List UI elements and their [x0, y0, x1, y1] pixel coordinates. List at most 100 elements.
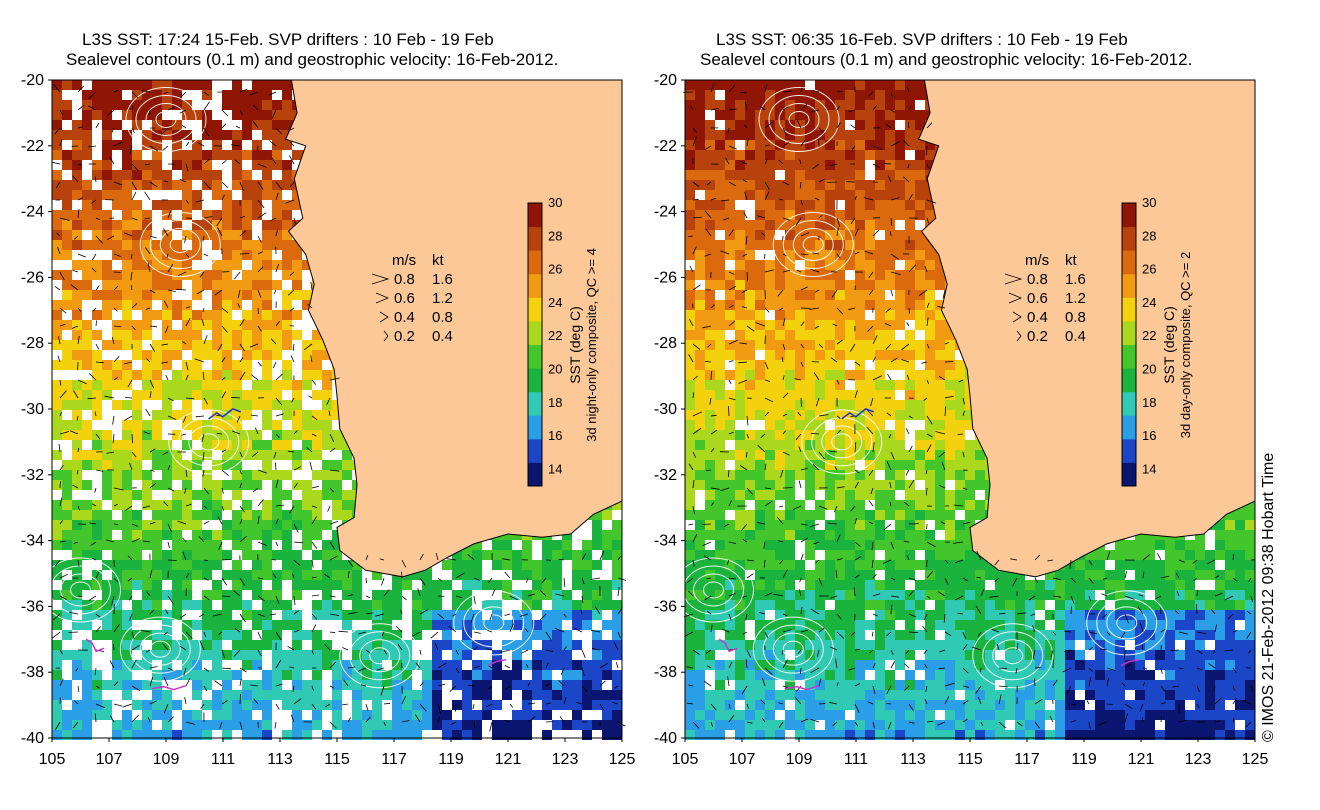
- x-tick-label: 119: [438, 751, 464, 768]
- colorbar-frame: [1121, 202, 1137, 487]
- y-tick-label: -32: [654, 467, 677, 484]
- velocity-arrows: [683, 83, 1256, 730]
- legend-ms-value: 0.6: [394, 290, 415, 307]
- y-tick-label: -38: [21, 664, 44, 681]
- x-tick-label: 121: [495, 751, 522, 768]
- colorbar-frame: [527, 202, 543, 487]
- legend-kt-value: 0.8: [1065, 309, 1086, 326]
- legend-header-kt: kt: [1065, 252, 1078, 269]
- land-australia: [918, 79, 1256, 578]
- legend-kt-value: 1.2: [432, 290, 453, 307]
- x-tick-label: 111: [844, 751, 868, 768]
- y-tick-label: -20: [654, 72, 677, 89]
- x-tick-label: 121: [1128, 751, 1155, 768]
- y-tick-label: -22: [21, 138, 44, 155]
- colorbar-tick-label: 22: [1142, 328, 1156, 343]
- colorbar-label-composite: 3d night-only composite, QC >= 4: [584, 248, 599, 442]
- x-tick-label: 119: [1071, 751, 1097, 768]
- sealevel-contours: [40, 86, 535, 689]
- x-tick-label: 115: [957, 751, 983, 768]
- legend-ms-value: 0.4: [394, 309, 415, 326]
- legend-arrow: [1008, 292, 1023, 304]
- colorbar-tick-label: 18: [548, 395, 562, 410]
- colorbar-label-units: SST (deg C): [567, 306, 583, 384]
- y-tick-label: -30: [21, 401, 44, 418]
- x-tick-label: 123: [1185, 751, 1212, 768]
- legend-kt-value: 0.4: [1065, 328, 1086, 345]
- legend-arrow: [1004, 273, 1023, 285]
- y-tick-label: -28: [654, 335, 677, 352]
- colorbar-tick-label: 30: [1142, 195, 1156, 210]
- x-tick-label: 117: [381, 751, 407, 768]
- colorbar-tick-label: 26: [1142, 262, 1156, 277]
- colorbar-tick-label: 22: [548, 328, 562, 343]
- colorbar-tick-label: 18: [1142, 395, 1156, 410]
- legend-kt-value: 0.4: [432, 328, 453, 345]
- y-tick-label: -38: [654, 664, 677, 681]
- legend-ms-value: 0.4: [1027, 309, 1048, 326]
- velocity-legend: m/s kt 0.8 1.6 0.6 1.2 0.4 0.8 0.2 0.4: [371, 252, 453, 345]
- colorbar-tick-label: 14: [548, 461, 562, 476]
- x-tick-label: 109: [153, 751, 180, 768]
- legend-header-ms: m/s: [1025, 252, 1049, 269]
- right-title: L3S SST: 06:35 16-Feb. SVP drifters : 10…: [700, 30, 1192, 70]
- legend-kt-value: 0.8: [432, 309, 453, 326]
- left-title: L3S SST: 17:24 15-Feb. SVP drifters : 10…: [66, 30, 558, 70]
- legend-kt-value: 1.6: [1065, 271, 1086, 288]
- colorbar-tick-label: 26: [548, 262, 562, 277]
- y-tick-label: -40: [654, 730, 677, 747]
- legend-ms-value: 0.8: [394, 271, 415, 288]
- y-tick-label: -20: [21, 72, 44, 89]
- colorbar-tick-label: 14: [1142, 461, 1156, 476]
- legend-ms-value: 0.2: [394, 328, 415, 345]
- legend-arrow: [1016, 330, 1022, 342]
- colorbar: 30 28 26 24 22 20 18 16 14 SST (deg C) 3d day-only…: [1121, 195, 1193, 487]
- x-tick-label: 111: [211, 751, 235, 768]
- y-tick-label: -34: [21, 533, 44, 550]
- x-tick-label: 113: [267, 751, 293, 768]
- y-tick-label: -26: [21, 269, 44, 286]
- legend-header-ms: m/s: [392, 252, 416, 269]
- colorbar-tick-label: 24: [1142, 295, 1156, 310]
- x-tick-label: 117: [1014, 751, 1040, 768]
- velocity-arrows: [52, 84, 627, 732]
- x-tick-label: 125: [609, 751, 636, 768]
- y-tick-label: -28: [21, 335, 44, 352]
- legend-ms-value: 0.6: [1027, 290, 1048, 307]
- map-panel-2: -20 -22 -24 -26 -28 -30 -32 -34 -36 -38 -40 105 107 1…: [654, 72, 1269, 768]
- x-tick-label: 107: [96, 751, 123, 768]
- colorbar-tick-label: 30: [548, 195, 562, 210]
- drifter-tracks: [85, 408, 507, 691]
- legend-ms-value: 0.2: [1027, 328, 1048, 345]
- credit-text: © IMOS 21-Feb-2012 09:38 Hobart Time: [1260, 452, 1277, 742]
- colorbar-label-composite: 3d day-only composite, QC >= 2: [1178, 252, 1193, 438]
- colorbar-tick-label: 28: [1142, 228, 1156, 243]
- colorbar-tick-label: 20: [548, 361, 562, 376]
- left-title-line2: Sealevel contours (0.1 m) and geostrophi…: [66, 50, 559, 69]
- y-tick-label: -24: [21, 204, 44, 221]
- legend-header-kt: kt: [432, 252, 445, 269]
- y-tick-label: -34: [654, 533, 677, 550]
- right-title-line1: L3S SST: 06:35 16-Feb. SVP drifters : 10…: [716, 30, 1128, 49]
- legend-kt-value: 1.6: [432, 271, 453, 288]
- map-panel-1: -20 -22 -24 -26 -28 -30 -32 -34 -36 -38 -40 105 107 1…: [21, 72, 636, 768]
- right-title-line2: Sealevel contours (0.1 m) and geostrophi…: [700, 50, 1193, 69]
- x-tick-label: 125: [1242, 751, 1269, 768]
- x-tick-label: 105: [39, 751, 66, 768]
- y-tick-label: -36: [21, 598, 44, 615]
- x-tick-label: 107: [729, 751, 756, 768]
- legend-arrow: [379, 311, 389, 323]
- colorbar-tick-label: 20: [1142, 361, 1156, 376]
- colorbar-label-units: SST (deg C): [1161, 306, 1177, 384]
- x-tick-label: 105: [672, 751, 699, 768]
- drifter-tracks: [718, 408, 1140, 691]
- sealevel-contours: [673, 86, 1168, 689]
- x-tick-label: 109: [786, 751, 813, 768]
- x-tick-label: 113: [900, 751, 926, 768]
- left-title-line1: L3S SST: 17:24 15-Feb. SVP drifters : 10…: [82, 30, 494, 49]
- legend-arrow: [375, 292, 390, 304]
- y-tick-label: -40: [21, 730, 44, 747]
- x-tick-label: 115: [324, 751, 350, 768]
- colorbar: 30 28 26 24 22 20 18 16 14 SST (deg C) 3d night-on…: [527, 195, 599, 487]
